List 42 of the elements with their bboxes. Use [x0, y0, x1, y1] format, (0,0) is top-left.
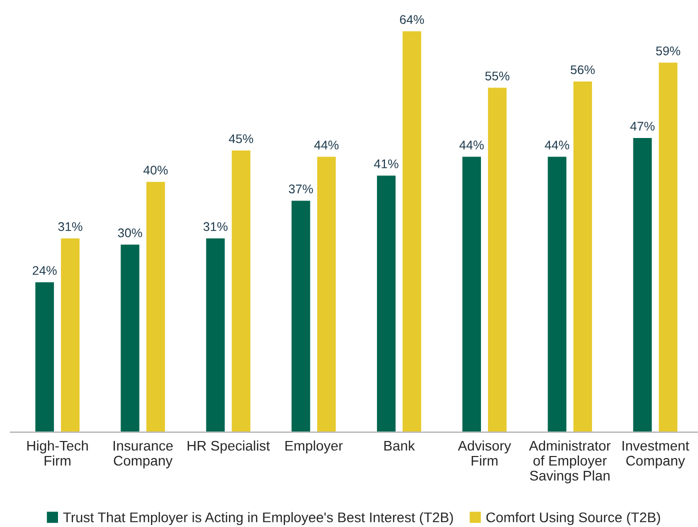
- data-label: 41%: [374, 159, 398, 168]
- bar: [632, 136, 654, 432]
- legend-label: Trust That Employer is Acting in Employee's Best Interest (T2B): [63, 512, 453, 526]
- data-label: 55%: [485, 72, 510, 80]
- data-label: 37%: [288, 184, 313, 194]
- data-label: 30%: [118, 228, 142, 238]
- data-label: 47%: [630, 122, 655, 131]
- data-label: 31%: [58, 222, 82, 232]
- bar: [144, 180, 166, 432]
- bar: [316, 155, 338, 432]
- bar: [119, 243, 141, 432]
- data-label: 45%: [228, 134, 254, 144]
- bar: [546, 155, 568, 432]
- x-tick-label: Administrator of Employer Savings Plan: [529, 440, 611, 484]
- data-label: 56%: [570, 65, 595, 74]
- bar: [486, 86, 508, 432]
- bar: [376, 174, 397, 432]
- x-tick-label: High-Tech Firm: [27, 440, 88, 466]
- x-tick-label: Advisory Firm: [458, 440, 512, 466]
- bar: [290, 199, 312, 432]
- bar: [230, 149, 252, 432]
- x-tick-label: Employer: [285, 440, 343, 454]
- bar: [572, 80, 594, 432]
- x-tick-label: Bank: [384, 440, 415, 451]
- data-label: 40%: [143, 166, 168, 175]
- x-tick-label: HR Specialist: [188, 440, 270, 454]
- bar: [657, 61, 679, 432]
- x-tick-label: Investment Company: [622, 440, 690, 468]
- data-label: 44%: [544, 140, 570, 150]
- data-label: 64%: [400, 15, 424, 24]
- data-label: 24%: [32, 266, 57, 275]
- bar: [204, 236, 226, 432]
- bar: [60, 236, 81, 432]
- data-label: 44%: [314, 140, 339, 150]
- bar: [401, 30, 423, 432]
- data-label: 31%: [203, 222, 228, 232]
- legend-label: Comfort Using Source (T2B): [486, 512, 660, 526]
- x-tick-label: Insurance Company: [114, 440, 173, 468]
- data-label: 59%: [656, 46, 680, 56]
- bar: [460, 155, 482, 432]
- bar: [34, 280, 56, 432]
- data-label: 44%: [459, 140, 484, 150]
